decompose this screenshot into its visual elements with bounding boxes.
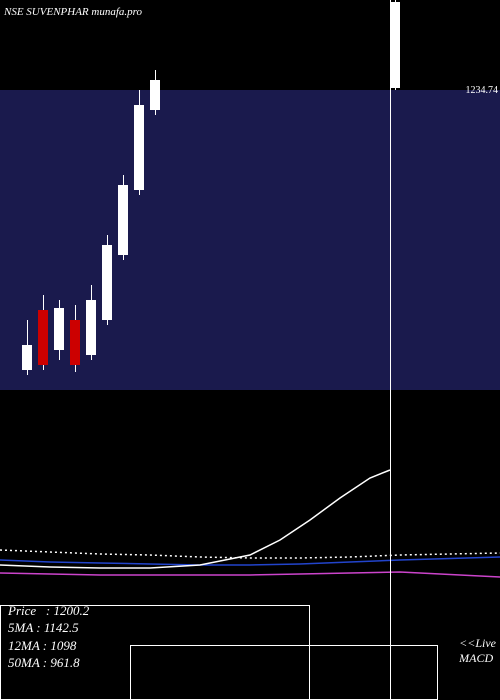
candle-body [134, 105, 144, 190]
candle-body [54, 308, 64, 350]
chart-container: NSE SUVENPHAR munafa.pro 1234.74 Price :… [0, 0, 500, 700]
info-50ma-value: 961.8 [50, 655, 79, 670]
chart-title: NSE SUVENPHAR munafa.pro [4, 6, 142, 18]
info-price-value: 1200.2 [54, 603, 90, 618]
macd-text: MACD [459, 651, 493, 665]
info-50ma-label: 50MA [8, 655, 40, 670]
info-12ma-value: 1098 [50, 638, 76, 653]
candle-body [70, 320, 80, 365]
info-box: Price : 1200.2 5MA : 1142.5 12MA : 1098 … [8, 602, 89, 672]
candle-body [102, 245, 112, 320]
candle-body [22, 345, 32, 370]
macd-indicator-label: <<Live MACD [459, 636, 496, 666]
candle-body [390, 2, 400, 88]
info-50ma-row: 50MA : 961.8 [8, 654, 89, 672]
price-axis-label: 1234.74 [466, 85, 499, 96]
info-price-label: Price [8, 603, 36, 618]
macd-live-text: <<Live [459, 636, 496, 650]
info-5ma-value: 1142.5 [44, 620, 79, 635]
cursor-vertical-line [390, 0, 391, 700]
candle-body [86, 300, 96, 355]
info-12ma-row: 12MA : 1098 [8, 637, 89, 655]
info-price-row: Price : 1200.2 [8, 602, 89, 620]
info-12ma-label: 12MA [8, 638, 40, 653]
candle-body [150, 80, 160, 110]
info-5ma-row: 5MA : 1142.5 [8, 619, 89, 637]
candle-body [38, 310, 48, 365]
info-5ma-label: 5MA [8, 620, 33, 635]
candle-body [118, 185, 128, 255]
bottom-panel-box [130, 645, 438, 700]
